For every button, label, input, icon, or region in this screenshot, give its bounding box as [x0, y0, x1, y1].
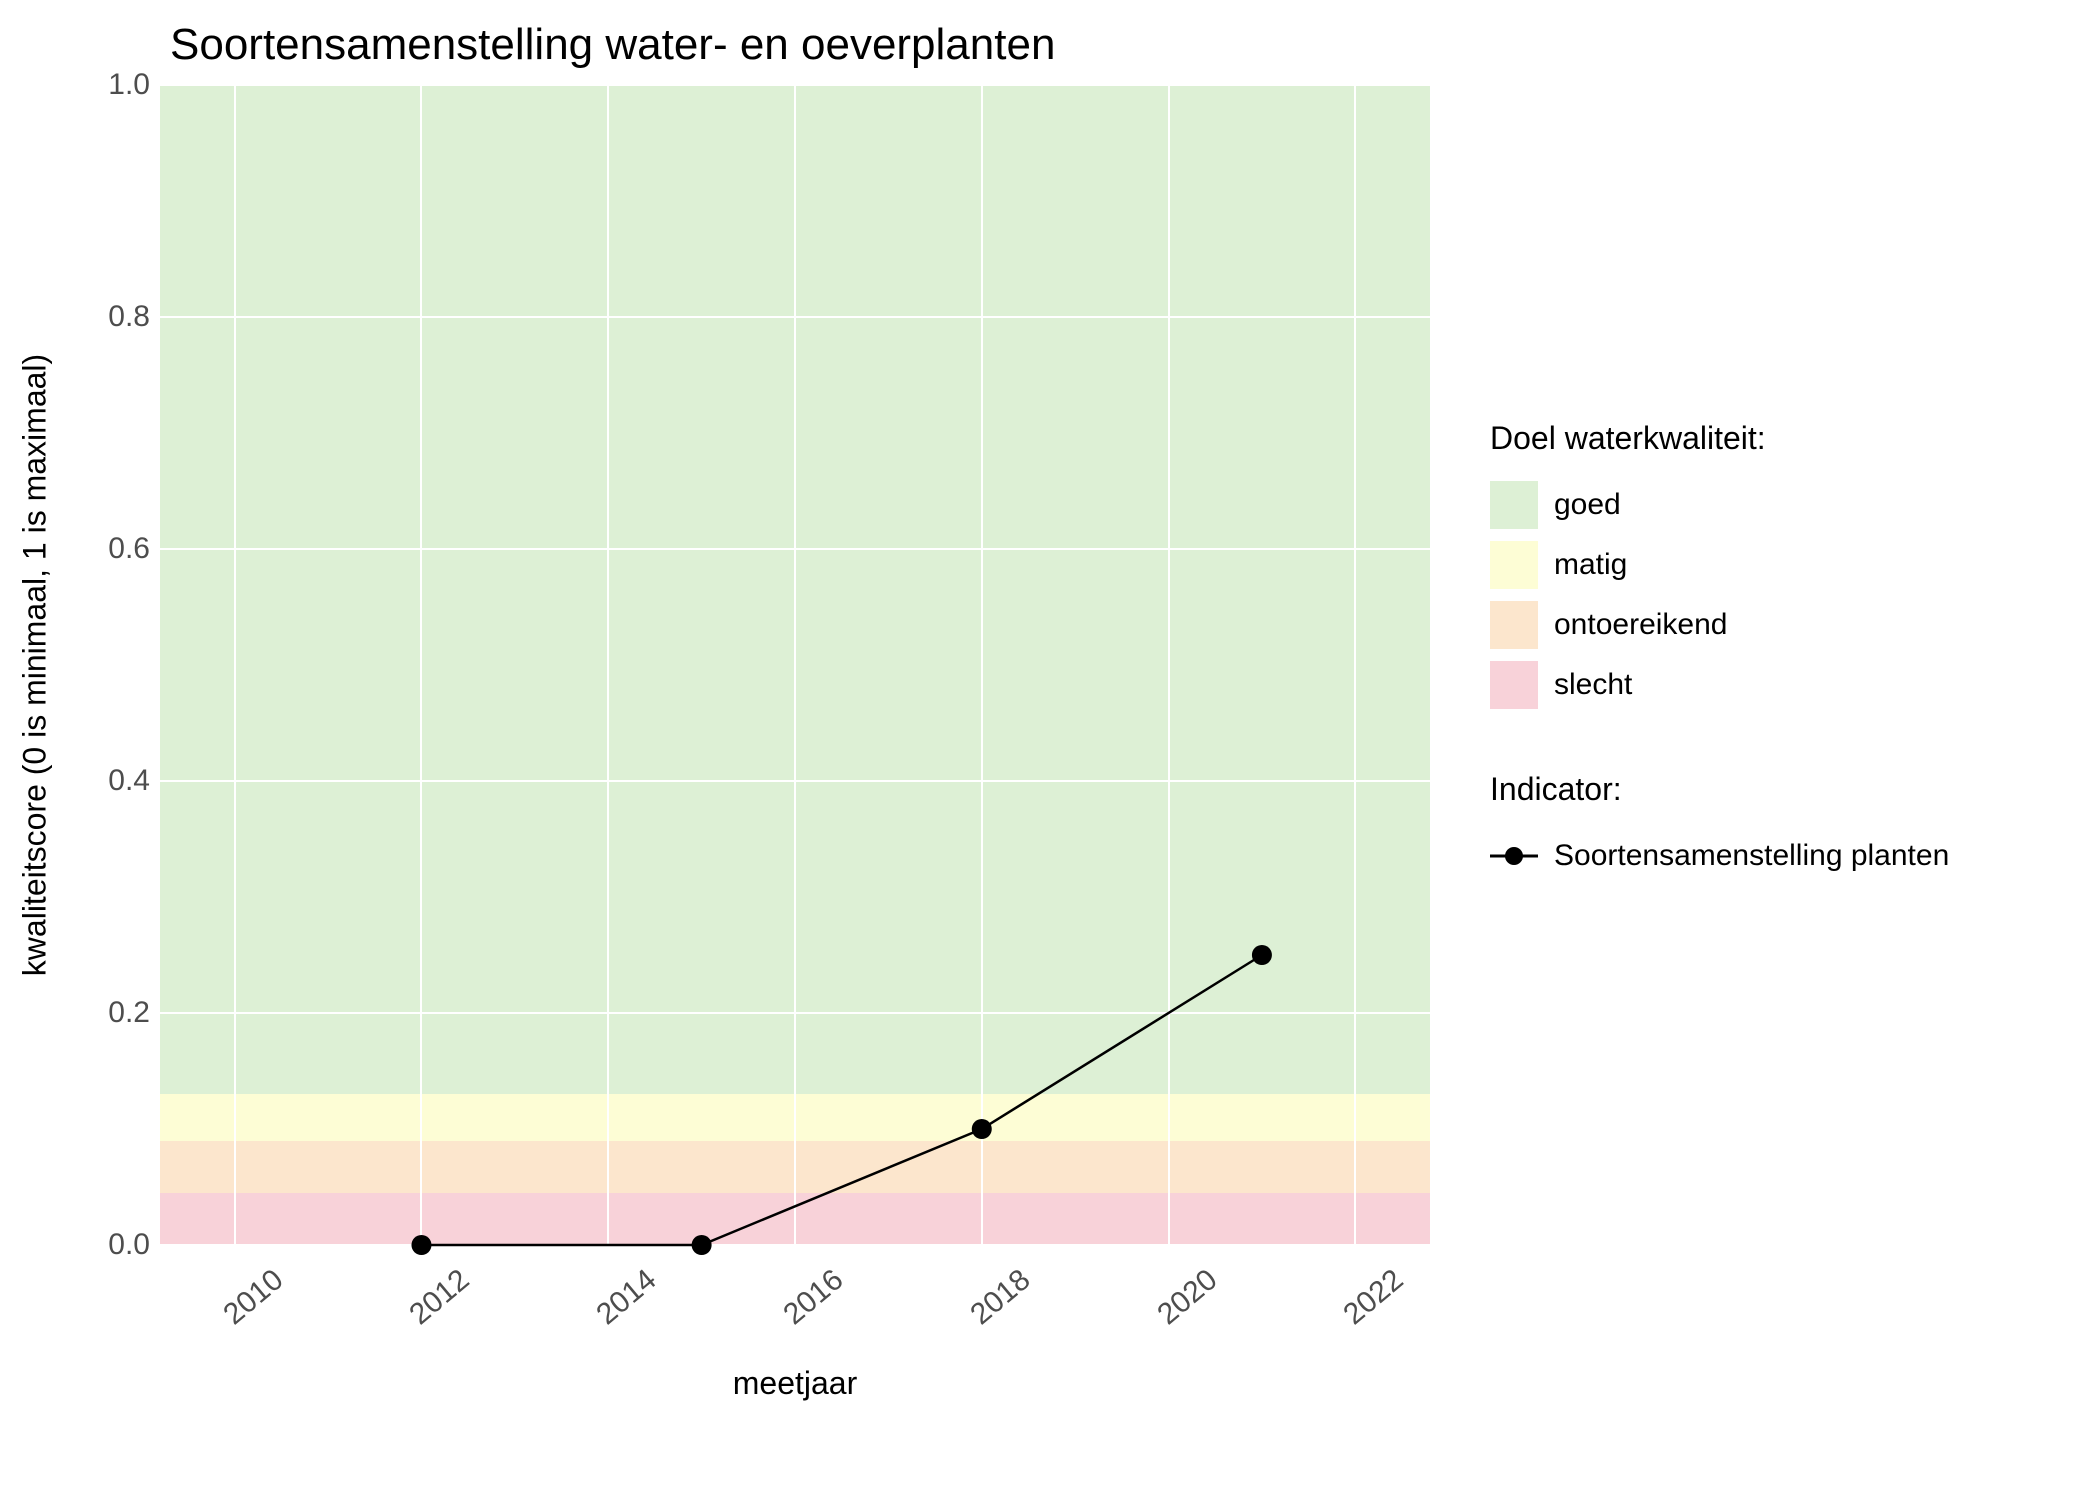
series-point: [411, 1235, 431, 1255]
series-layer: [160, 85, 1430, 1245]
chart-title: Soortensamenstelling water- en oeverplan…: [170, 20, 1055, 70]
legend-series-group: Soortensamenstelling planten: [1490, 832, 2070, 880]
x-tick-label: 2014: [590, 1263, 663, 1332]
legend-band-label: slecht: [1554, 668, 1632, 702]
y-tick-label: 0.8: [70, 300, 150, 334]
legend-band-label: goed: [1554, 488, 1621, 522]
legend-band-row: goed: [1490, 481, 2070, 529]
series-line: [421, 955, 1261, 1245]
legend-line-sample: [1490, 832, 1538, 880]
legend-swatch: [1490, 541, 1538, 589]
legend-bands-title: Doel waterkwaliteit:: [1490, 420, 2070, 457]
series-point: [972, 1119, 992, 1139]
legend-band-row: ontoereikend: [1490, 601, 2070, 649]
legend-band-row: slecht: [1490, 661, 2070, 709]
legend-swatch: [1490, 601, 1538, 649]
series-point: [692, 1235, 712, 1255]
x-tick-label: 2010: [217, 1263, 290, 1332]
y-tick-label: 1.0: [70, 68, 150, 102]
legend-band-label: ontoereikend: [1554, 608, 1727, 642]
series-point: [1252, 945, 1272, 965]
legend-band-label: matig: [1554, 548, 1627, 582]
legend-swatch: [1490, 661, 1538, 709]
y-tick-label: 0.0: [70, 1228, 150, 1262]
y-tick-label: 0.2: [70, 996, 150, 1030]
legend-bands-group: goed matig ontoereikend slecht: [1490, 481, 2070, 709]
legend: Doel waterkwaliteit: goed matig ontoereike…: [1490, 420, 2070, 892]
x-tick-label: 2012: [404, 1263, 477, 1332]
x-tick-label: 2022: [1338, 1263, 1411, 1332]
y-tick-label: 0.4: [70, 764, 150, 798]
x-axis-title: meetjaar: [733, 1365, 858, 1402]
x-tick-label: 2018: [964, 1263, 1037, 1332]
legend-series-row: Soortensamenstelling planten: [1490, 832, 2070, 880]
x-tick-label: 2020: [1151, 1263, 1224, 1332]
legend-swatch: [1490, 481, 1538, 529]
legend-series-label: Soortensamenstelling planten: [1554, 839, 1949, 873]
x-tick-label: 2016: [777, 1263, 850, 1332]
legend-series-title: Indicator:: [1490, 771, 2070, 808]
y-axis-title: kwaliteitscore (0 is minimaal, 1 is maxi…: [17, 354, 54, 976]
legend-band-row: matig: [1490, 541, 2070, 589]
chart-container: Soortensamenstelling water- en oeverplan…: [0, 0, 2100, 1500]
plot-area: [160, 85, 1430, 1245]
y-tick-label: 0.6: [70, 532, 150, 566]
